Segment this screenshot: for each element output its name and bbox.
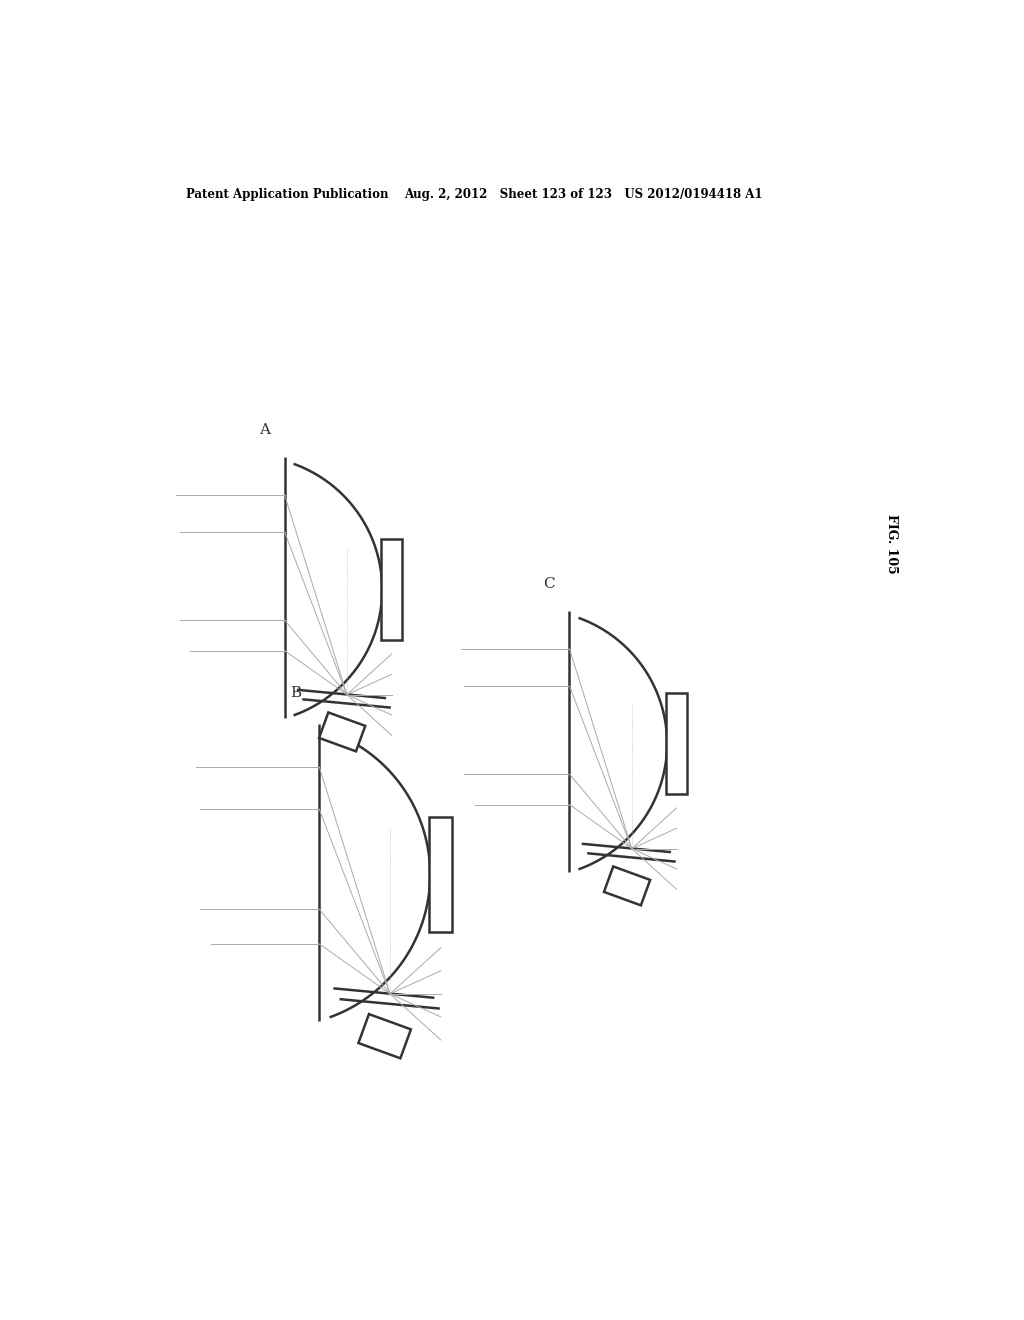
Bar <box>667 693 687 795</box>
Text: C: C <box>544 577 555 591</box>
Polygon shape <box>604 866 650 906</box>
Text: Aug. 2, 2012   Sheet 123 of 123   US 2012/0194418 A1: Aug. 2, 2012 Sheet 123 of 123 US 2012/01… <box>403 187 763 201</box>
Polygon shape <box>358 1014 411 1059</box>
Bar <box>382 539 401 640</box>
Text: Patent Application Publication: Patent Application Publication <box>186 187 388 201</box>
Text: B: B <box>291 686 302 701</box>
Text: FIG. 105: FIG. 105 <box>885 513 898 573</box>
Bar <box>429 817 453 932</box>
Text: A: A <box>259 422 269 437</box>
Polygon shape <box>319 713 366 751</box>
